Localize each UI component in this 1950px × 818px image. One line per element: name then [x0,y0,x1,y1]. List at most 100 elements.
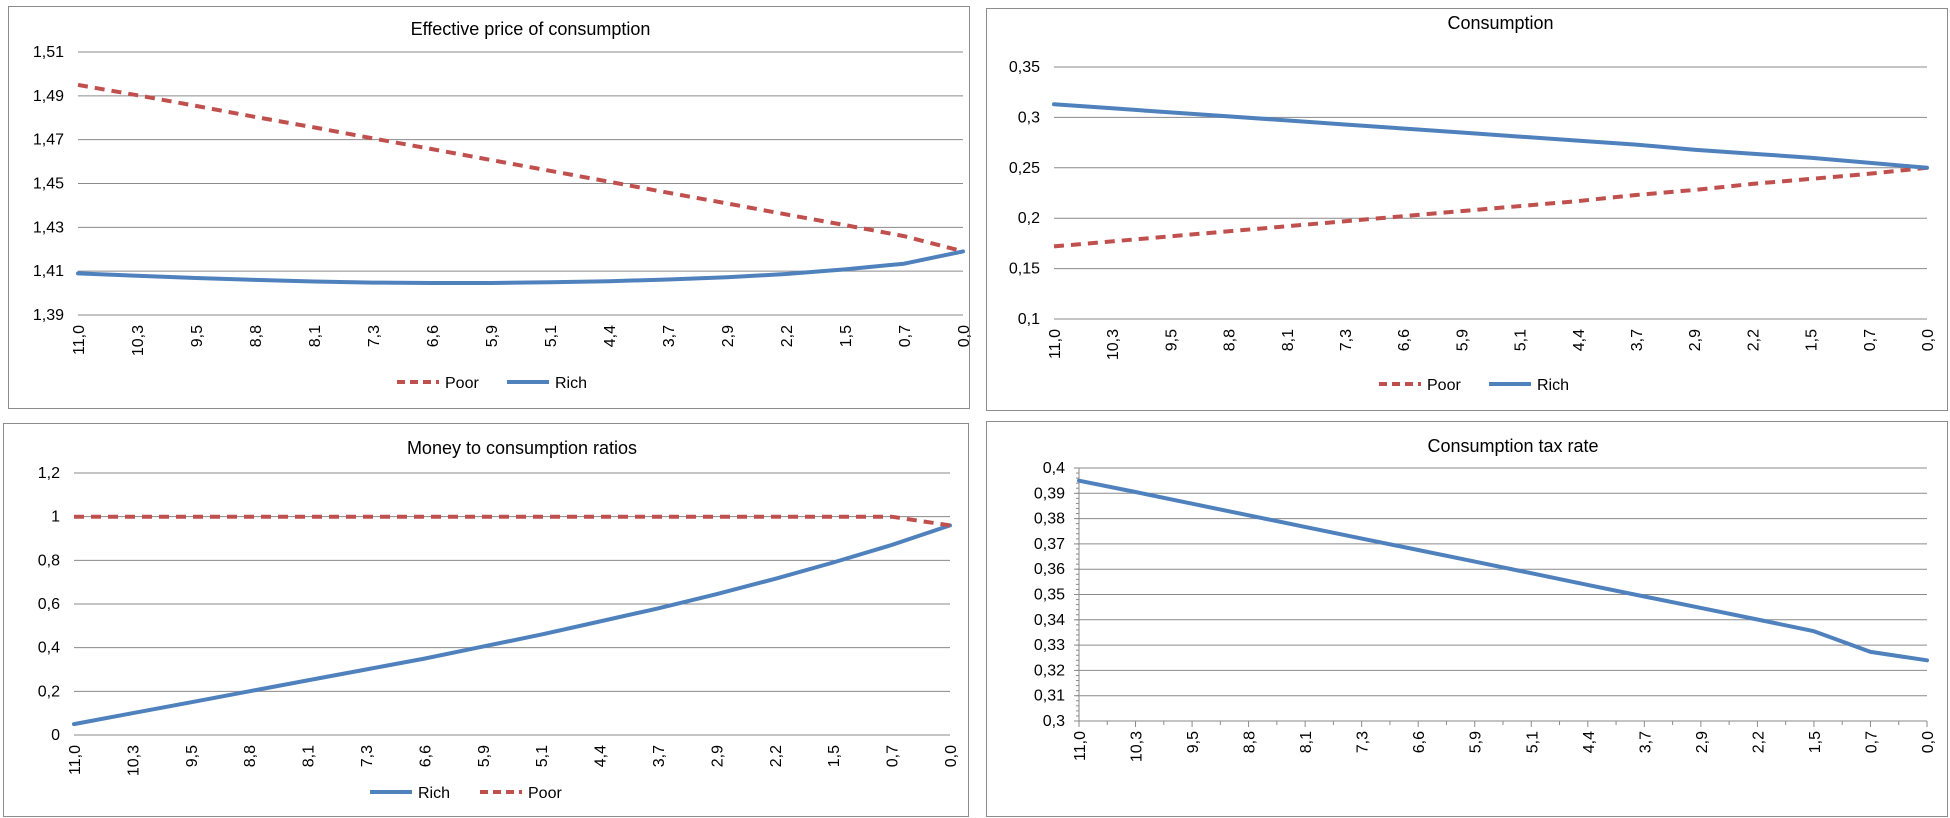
x-tick-label: 8,8 [242,745,259,767]
y-tick-label: 0,35 [1034,587,1065,604]
chart-title: Consumption tax rate [1427,436,1598,456]
series-line-rich [1052,102,1929,170]
y-tick-label: 1,47 [33,132,64,149]
x-tick-label: 8,8 [1242,731,1259,753]
x-tick-label: 8,1 [1298,731,1315,753]
x-tick-label: 0,0 [1920,731,1937,753]
y-tick-label: 0,1 [1018,311,1040,328]
x-tick-label: 5,9 [484,325,501,347]
x-tick-label: 2,9 [1694,731,1711,753]
y-tick-label: 1,51 [33,44,64,61]
x-tick-label: 7,3 [1355,731,1372,753]
y-tick-label: 1,49 [33,88,64,105]
y-tick-label: 1,2 [38,465,60,482]
x-tick-label: 11,0 [71,325,88,355]
x-tick-label: 2,2 [1750,731,1767,753]
x-tick-label: 10,3 [1129,731,1146,762]
y-tick-label: 0,4 [1043,460,1065,477]
x-tick-label: 1,5 [838,325,855,347]
x-tick-label: 8,8 [1222,329,1239,351]
series-line-rich [76,249,965,285]
x-tick-label: 6,6 [425,325,442,347]
x-tick-label: 4,4 [593,745,610,767]
legend-label-poor: Poor [528,785,562,802]
x-tick-label: 5,1 [1524,731,1541,753]
y-tick-label: 1,39 [33,307,64,324]
series-line-poor [1053,165,1928,249]
x-tick-label: 7,3 [359,745,376,767]
x-tick-label: 10,3 [130,325,147,356]
y-tick-label: 0,31 [1034,688,1065,705]
chart-title: Effective price of consumption [411,19,651,39]
y-tick-label: 1,41 [33,263,64,280]
x-tick-label: 11,0 [1072,731,1089,761]
chart-title: Consumption [1447,13,1553,33]
chart-panel-money-ratios: Money to consumption ratios 0 0,2 0,4 0,6 0,8… [3,423,969,817]
y-tick-label: 0,25 [1009,160,1040,177]
x-tick-label: 2,2 [779,325,796,347]
x-tick-label: 8,1 [301,745,318,767]
x-tick-label: 10,3 [1105,329,1122,360]
y-tick-label: 1,45 [33,176,64,193]
x-tick-label: 0,7 [885,745,902,767]
y-tick-label: 0,2 [1018,210,1040,227]
x-tick-label: 2,2 [1745,329,1762,351]
x-tick-label: 5,9 [476,745,493,767]
x-tick-label: 3,7 [661,325,678,347]
y-tick-label: 0,34 [1034,612,1065,629]
x-tick-label: 5,9 [1454,329,1471,351]
y-tick-label: 0 [51,727,60,744]
x-tick-label: 0,0 [1920,329,1937,351]
x-tick-label: 1,5 [1807,731,1824,753]
y-tick-label: 1,43 [33,219,64,236]
y-tick-label: 0,36 [1034,561,1065,578]
chart-tax-rate: Consumption tax rate 0,3 0,31 0,32 0,33 0,34 0… [1034,436,1937,762]
x-tick-label: 9,5 [1185,731,1202,753]
legend-label-rich: Rich [555,375,587,392]
x-tick-label: 3,7 [651,745,668,767]
x-tick-label: 4,4 [1581,731,1598,753]
x-tick-label: 4,4 [1571,329,1588,351]
legend-label-rich: Rich [418,785,450,802]
x-tick-label: 5,1 [534,745,551,767]
x-tick-label: 7,3 [1338,329,1355,351]
x-tick-label: 2,9 [1687,329,1704,351]
x-tick-label: 5,1 [543,325,560,347]
chart-consumption: Consumption 0,1 0,15 0,2 0,25 0,3 0,35 11,0 10,3… [1009,13,1937,394]
y-tick-label: 0,35 [1009,59,1040,76]
x-tick-label: 10,3 [125,745,142,776]
x-tick-label: 7,3 [366,325,383,347]
y-tick-label: 1 [51,509,60,526]
x-tick-label: 9,5 [189,325,206,347]
series-line-tax-rate [1077,478,1929,663]
y-tick-label: 0,8 [38,552,60,569]
chart-money-ratios: Money to consumption ratios 0 0,2 0,4 0,6 0,8… [38,438,960,802]
x-tick-label: 3,7 [1637,731,1654,753]
y-tick-label: 0,39 [1034,485,1065,502]
x-tick-label: 8,1 [1280,329,1297,351]
x-tick-label: 0,0 [943,745,960,767]
x-tick-label: 0,7 [1862,329,1879,351]
series-line-rich [72,523,952,727]
x-tick-label: 1,5 [1804,329,1821,351]
x-tick-label: 3,7 [1629,329,1646,351]
x-tick-label: 6,6 [1396,329,1413,351]
y-tick-label: 0,37 [1034,536,1065,553]
chart-panel-consumption: Consumption 0,1 0,15 0,2 0,25 0,3 0,35 11,0 10,3… [986,8,1948,411]
chart-effective-price: Effective price of consumption 1,39 1,41 1,… [33,19,973,392]
x-tick-label: 8,8 [248,325,265,347]
x-tick-label: 0,7 [897,325,914,347]
x-tick-label: 9,5 [1163,329,1180,351]
x-tick-label: 0,7 [1863,731,1880,753]
x-tick-label: 6,6 [1411,731,1428,753]
y-tick-label: 0,3 [1043,713,1065,730]
y-tick-label: 0,33 [1034,637,1065,654]
y-tick-label: 0,38 [1034,511,1065,528]
x-tick-label: 4,4 [602,325,619,347]
x-tick-label: 8,1 [307,325,324,347]
x-tick-label: 0,0 [956,325,973,347]
x-tick-label: 5,9 [1468,731,1485,753]
x-tick-label: 2,9 [709,745,726,767]
x-tick-label: 2,9 [720,325,737,347]
chart-panel-effective-price: Effective price of consumption 1,39 1,41 1,… [8,6,973,409]
